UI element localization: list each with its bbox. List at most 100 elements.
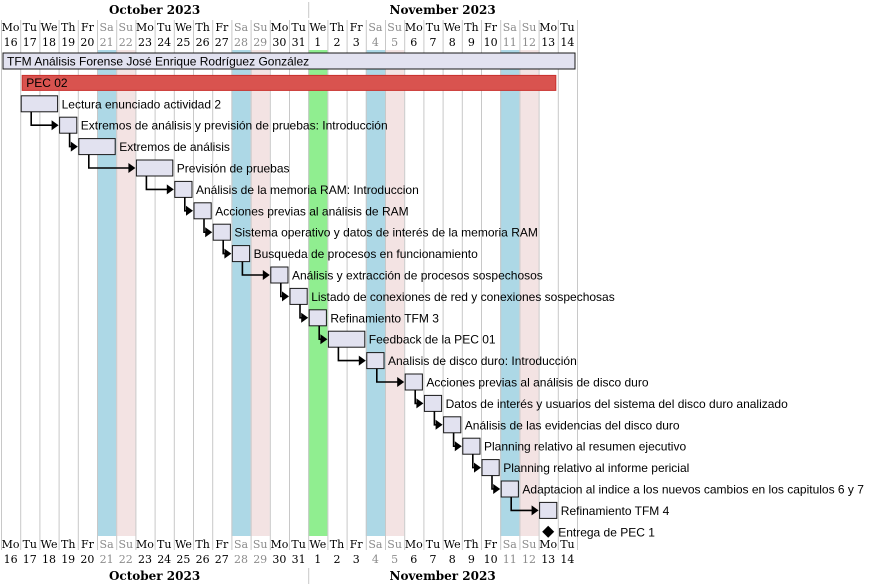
task-bar bbox=[308, 309, 327, 327]
dependency-line bbox=[88, 154, 130, 169]
day-number: 13 bbox=[541, 36, 555, 49]
dependency-line bbox=[30, 111, 53, 126]
day-number: 22 bbox=[119, 36, 133, 49]
day-number: 3 bbox=[353, 36, 360, 49]
task-label: Refinamiento TFM 3 bbox=[330, 311, 439, 325]
task-label: Feedback de la PEC 01 bbox=[369, 333, 496, 347]
day-number: 31 bbox=[292, 553, 306, 566]
weekday-label: Su bbox=[118, 21, 133, 34]
dependency-arrowhead bbox=[435, 419, 443, 430]
day-number: 28 bbox=[234, 36, 248, 49]
task-bar bbox=[20, 95, 59, 113]
day-number: 7 bbox=[430, 36, 437, 49]
task-bar bbox=[270, 266, 289, 284]
weekday-label: We bbox=[175, 538, 192, 551]
month-label: October 2023 bbox=[109, 569, 200, 583]
dependency-arrowhead bbox=[205, 227, 213, 238]
day-number: 2 bbox=[334, 553, 341, 566]
day-number: 21 bbox=[100, 553, 114, 566]
day-number: 2 bbox=[334, 36, 341, 49]
day-number: 8 bbox=[449, 36, 456, 49]
task-label: Busqueda de procesos en funcionamiento bbox=[254, 247, 478, 261]
weekday-label: Sa bbox=[100, 21, 115, 34]
month-label: November 2023 bbox=[389, 3, 495, 17]
weekday-label: Sa bbox=[100, 538, 115, 551]
day-number: 4 bbox=[372, 36, 379, 49]
weekday-label: Mo bbox=[2, 538, 20, 551]
weekday-label: Fr bbox=[215, 21, 229, 34]
day-number: 14 bbox=[560, 553, 574, 566]
day-number: 27 bbox=[215, 553, 229, 566]
task-label: Listado de conexiones de red y conexione… bbox=[311, 290, 615, 304]
task-label: Análisis y extracción de procesos sospec… bbox=[292, 269, 543, 283]
dependency-arrowhead bbox=[224, 248, 232, 259]
weekday-label: Su bbox=[118, 538, 133, 551]
day-number: 18 bbox=[42, 36, 56, 49]
day-number: 16 bbox=[4, 553, 18, 566]
day-grid bbox=[1, 20, 578, 550]
task-bar bbox=[500, 480, 519, 498]
task-bar bbox=[174, 180, 193, 198]
day-number: 25 bbox=[176, 36, 190, 49]
day-highlights bbox=[97, 50, 539, 536]
weekday-label: Th bbox=[195, 21, 209, 34]
phase-bar bbox=[21, 74, 557, 91]
day-number: 28 bbox=[234, 553, 248, 566]
task-label: Análisis de la memoria RAM: Introduccion bbox=[196, 183, 419, 197]
milestone-diamond bbox=[542, 525, 555, 538]
dependency-arrowhead bbox=[397, 377, 405, 387]
weekday-label: Su bbox=[387, 538, 402, 551]
task-bar bbox=[404, 373, 423, 391]
task-label: Lectura enunciado actividad 2 bbox=[62, 97, 222, 111]
task-label: Acciones previas al análisis de RAM bbox=[215, 204, 408, 218]
day-number: 24 bbox=[157, 553, 171, 566]
weekday-label: Mo bbox=[270, 538, 288, 551]
day-number: 1 bbox=[314, 553, 321, 566]
dependency-arrowhead bbox=[128, 163, 136, 173]
dependency-arrowhead bbox=[282, 291, 289, 302]
dependency-arrowhead bbox=[70, 141, 78, 152]
dependency-line bbox=[145, 176, 168, 191]
weekday-label: Fr bbox=[484, 21, 498, 34]
weekday-label: Tu bbox=[23, 21, 37, 34]
weekday-label: Tu bbox=[23, 538, 37, 551]
weekday-label: Th bbox=[464, 21, 478, 34]
task-bar bbox=[78, 138, 116, 156]
weekday-label: Mo bbox=[136, 21, 154, 34]
day-number: 9 bbox=[468, 36, 475, 49]
day-number: 10 bbox=[484, 553, 498, 566]
weekday-label: Tu bbox=[291, 21, 305, 34]
day-number: 31 bbox=[292, 36, 306, 49]
weekday-label: Fr bbox=[215, 538, 229, 551]
dependency-arrowhead bbox=[454, 441, 462, 452]
calendar-header-bottom: October 2023 November 2023Mo16Tu17We18Th1… bbox=[2, 538, 575, 584]
weekday-label: Tu bbox=[157, 21, 171, 34]
weekday-label: Th bbox=[61, 21, 75, 34]
day-number: 13 bbox=[541, 553, 555, 566]
day-number: 30 bbox=[272, 36, 286, 49]
dependency-arrowhead bbox=[186, 205, 193, 216]
day-number: 12 bbox=[522, 553, 536, 566]
day-number: 6 bbox=[410, 553, 417, 566]
weekday-label: Mo bbox=[405, 21, 423, 34]
day-number: 18 bbox=[42, 553, 56, 566]
day-number: 21 bbox=[100, 36, 114, 49]
day-highlight bbox=[500, 50, 520, 536]
task-label: Extremos de análisis y previsión de prue… bbox=[81, 119, 388, 133]
dependency-line bbox=[241, 261, 264, 276]
day-number: 16 bbox=[4, 36, 18, 49]
task-label: Extremos de análisis bbox=[119, 140, 230, 154]
day-highlight bbox=[97, 50, 117, 536]
weekday-label: Fr bbox=[350, 21, 364, 34]
day-number: 25 bbox=[176, 553, 190, 566]
weekday-label: Tu bbox=[426, 21, 440, 34]
day-number: 12 bbox=[522, 36, 536, 49]
weekday-label: Th bbox=[464, 538, 478, 551]
weekday-label: Tu bbox=[157, 538, 171, 551]
weekday-label: Tu bbox=[291, 538, 305, 551]
day-number: 26 bbox=[196, 36, 210, 49]
day-number: 27 bbox=[215, 36, 229, 49]
day-number: 9 bbox=[468, 553, 475, 566]
calendar-header-top: October 2023 November 2023Mo16Tu17We18Th1… bbox=[2, 2, 575, 49]
